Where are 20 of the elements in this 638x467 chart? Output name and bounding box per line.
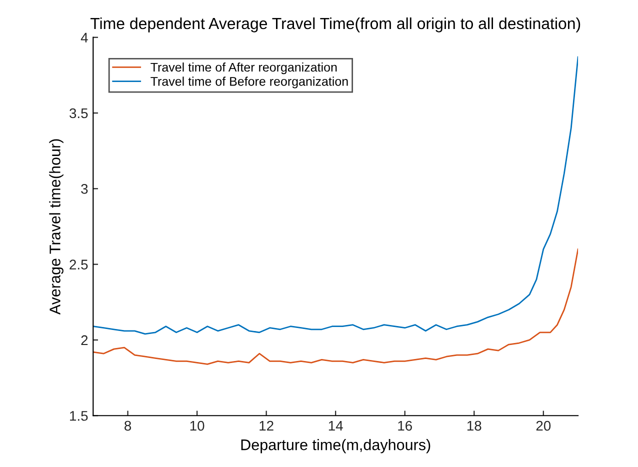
- y-tick-label: 4: [80, 32, 88, 42]
- y-tick-label: 2.5: [70, 260, 88, 270]
- chart-title: Time dependent Average Travel Time(from all origin to all destination): [90, 17, 580, 32]
- x-tick-label: 10: [190, 420, 204, 431]
- x-tick-label: 12: [260, 420, 274, 431]
- y-tick-label: 1.5: [70, 411, 88, 421]
- y-tick-label: 3: [81, 184, 88, 194]
- x-axis-title: Departure time(m,dayhours): [241, 438, 430, 454]
- legend-label: Travel time of Before reorganization: [150, 76, 348, 88]
- y-tick-label: 2: [81, 335, 88, 346]
- line-series: [93, 56, 578, 335]
- y-tick-label: 3.5: [70, 108, 88, 118]
- x-tick-label: 18: [467, 420, 482, 431]
- y-axis-title: Average Travel time(hour): [49, 139, 64, 315]
- line-series: [93, 248, 578, 365]
- x-tick-label: 8: [124, 420, 132, 431]
- x-tick-label: 16: [398, 420, 412, 431]
- legend-label: Travel time of After reorganization: [150, 62, 337, 74]
- x-tick-label: 20: [536, 420, 551, 431]
- x-tick-label: 14: [328, 421, 343, 431]
